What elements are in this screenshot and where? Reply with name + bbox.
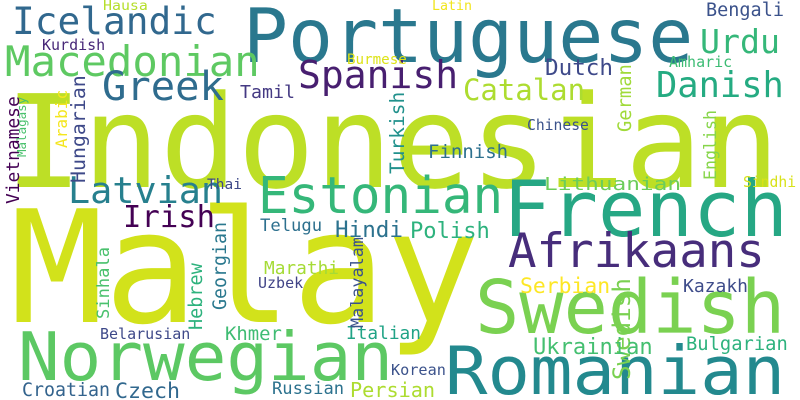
word-italian: Italian: [346, 323, 421, 344]
word-portuguese: Portuguese: [243, 0, 694, 80]
word-malagasy: Malagasy: [14, 96, 29, 157]
word-georgian: Georgian: [210, 221, 231, 310]
word-khmer: Khmer: [225, 323, 282, 345]
word-icelandic: Icelandic: [12, 0, 217, 43]
word-irish: Irish: [123, 200, 216, 235]
word-lithuanian: Lithuanian: [544, 174, 682, 195]
word-english: English: [701, 110, 720, 180]
word-latvian: Latvian: [68, 169, 224, 212]
word-finnish: Finnish: [428, 141, 509, 163]
word-bengali: Bengali: [706, 0, 784, 21]
word-ukrainian: Ukrainian: [533, 334, 653, 360]
word-marathi: Marathi: [264, 258, 340, 279]
word-afrikaans: Afrikaans: [508, 224, 765, 279]
word-hausa: Hausa: [103, 0, 148, 14]
word-hindi: Hindi: [335, 217, 404, 243]
word-swedish: Swedish: [608, 278, 636, 380]
word-romanian: Romanian: [445, 332, 786, 400]
word-danish: Danish: [656, 65, 784, 106]
word-persian: Persian: [350, 378, 436, 400]
word-turkish: Turkish: [386, 91, 409, 174]
word-korean: Korean: [391, 361, 446, 379]
word-hungarian: Hungarian: [67, 75, 90, 183]
word-telugu: Telugu: [260, 216, 323, 236]
word-malayalam: Malayalam: [347, 237, 367, 328]
word-latin: Latin: [432, 0, 473, 14]
word-dutch: Dutch: [545, 55, 614, 81]
word-croatian: Croatian: [22, 380, 111, 400]
word-norwegian: Norwegian: [18, 318, 394, 396]
word-french: French: [503, 165, 788, 255]
word-hebrew: Hebrew: [186, 263, 207, 330]
word-macedonian: Macedonian: [5, 37, 260, 86]
word-greek: Greek: [102, 62, 224, 110]
word-russian: Russian: [272, 379, 345, 399]
word-uzbek: Uzbek: [258, 274, 304, 292]
word-kurdish: Kurdish: [42, 36, 106, 54]
word-kazakh: Kazakh: [683, 276, 749, 297]
word-sindhi: Sindhi: [743, 174, 797, 191]
word-belarusian: Belarusian: [100, 325, 191, 343]
word-serbian: Serbian: [520, 274, 611, 299]
word-chinese: Chinese: [527, 117, 589, 134]
word-tamil: Tamil: [240, 82, 296, 103]
word-bulgarian: Bulgarian: [686, 334, 788, 355]
word-sinhala: Sinhala: [94, 246, 114, 319]
word-swedish-large: Swedish: [475, 266, 786, 351]
word-burmese: Burmese: [347, 52, 407, 68]
word-indonesian: Indonesian: [5, 69, 780, 218]
word-thai: Thai: [207, 177, 242, 193]
word-czech: Czech: [115, 379, 181, 400]
word-catalan: Catalan: [463, 73, 586, 107]
word-estonian: Estonian: [258, 167, 504, 226]
word-spanish: Spanish: [298, 53, 459, 97]
word-polish: Polish: [410, 218, 490, 244]
word-malay: Malay: [10, 177, 480, 359]
word-german: German: [615, 64, 636, 132]
word-urdu: Urdu: [700, 22, 780, 61]
word-amharic: Amharic: [669, 53, 733, 71]
